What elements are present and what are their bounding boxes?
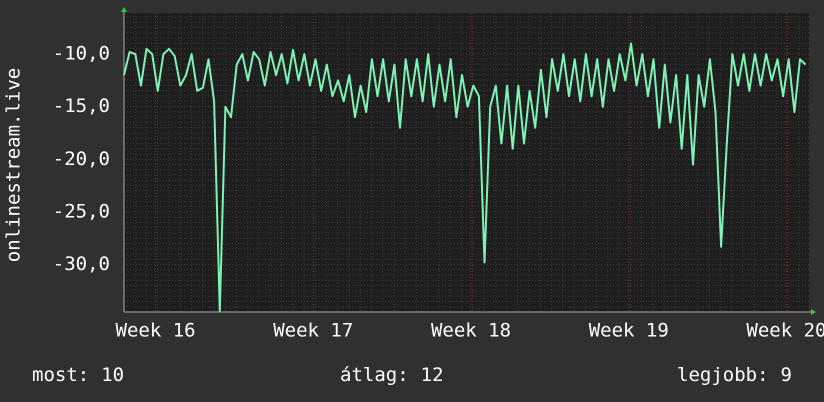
x-tick-label: Week 18	[431, 320, 511, 342]
axis-arrow	[121, 7, 127, 12]
stat-value: 9	[781, 364, 792, 386]
data-line	[123, 42, 807, 312]
plot-area	[124, 13, 809, 312]
stat-label: átlag: 12	[340, 364, 444, 386]
y-axis-label: onlinestream.live	[3, 68, 25, 262]
y-tick-label: -30,0	[53, 253, 110, 275]
stat-name: most:	[32, 364, 89, 386]
axis-arrow	[811, 309, 816, 315]
stat-label: legjobb: 9	[677, 364, 792, 386]
y-tick-label: -10,0	[53, 43, 110, 65]
stat-name: átlag:	[340, 364, 409, 386]
x-tick-label: Week 19	[589, 320, 669, 342]
x-tick-label: Week 20	[746, 320, 824, 342]
stat-value: 12	[421, 364, 444, 386]
x-tick-label: Week 16	[116, 320, 196, 342]
y-tick-label: -25,0	[53, 200, 110, 222]
stat-name: legjobb:	[677, 364, 769, 386]
y-tick-label: -15,0	[53, 95, 110, 117]
y-tick-label: -20,0	[53, 148, 110, 170]
stat-value: 10	[101, 364, 124, 386]
stat-label: most: 10	[32, 364, 124, 386]
x-tick-label: Week 17	[273, 320, 353, 342]
